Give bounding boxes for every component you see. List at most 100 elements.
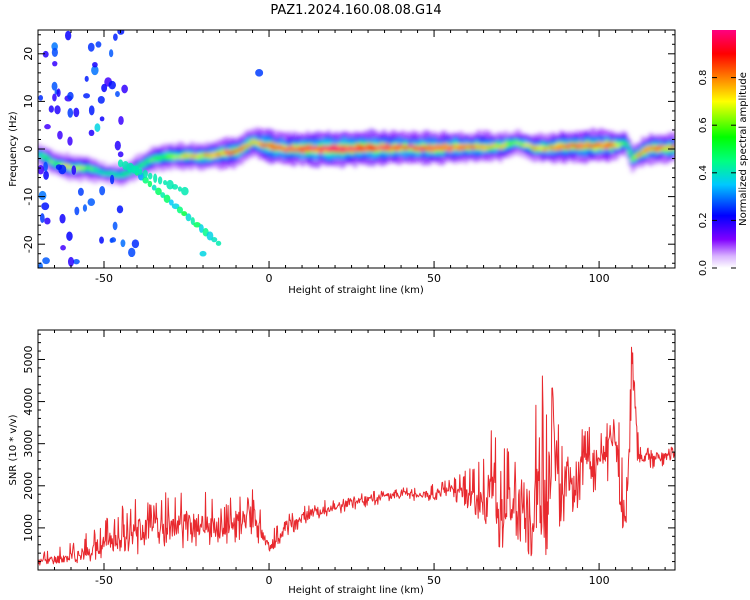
heatmap-cell	[194, 155, 200, 159]
heatmap-noise-blob	[41, 202, 50, 211]
heatmap-cell	[453, 144, 458, 149]
heatmap-noise-blob	[56, 88, 61, 97]
heatmap-cell	[239, 146, 244, 151]
heatmap-noise-blob	[163, 179, 168, 186]
heatmap-noise-blob	[38, 190, 47, 201]
x-tick-label: -50	[95, 574, 113, 587]
heatmap-noise-blob	[116, 205, 124, 214]
heatmap-noise-blob	[160, 192, 166, 198]
heatmap-noise-blob	[88, 105, 95, 116]
heatmap-cell	[38, 153, 44, 156]
colorbar-tick-label: 0.2	[698, 212, 709, 228]
heatmap-noise-blob	[82, 204, 88, 212]
bottom-x-axis-label: Height of straight line (km)	[288, 585, 424, 596]
heatmap-noise-blob	[138, 168, 143, 176]
heatmap-noise-blob	[131, 239, 140, 249]
heatmap-noise-blob	[142, 169, 148, 179]
heatmap-noise-blob	[117, 159, 124, 168]
y-tick-label: -20	[22, 235, 35, 253]
heatmap-cell	[440, 147, 445, 151]
heatmap-noise-blob	[155, 187, 162, 196]
heatmap-noise-blob	[99, 116, 105, 122]
heatmap-noise-blob	[199, 250, 207, 257]
spectrogram-heatmap	[38, 30, 675, 268]
y-tick-label: 1000	[22, 514, 35, 542]
heatmap-noise-blob	[66, 231, 73, 241]
heatmap-noise-blob	[67, 91, 74, 101]
heatmap-cell	[595, 142, 601, 147]
heatmap-noise-blob	[147, 180, 153, 188]
heatmap-cell	[141, 162, 147, 166]
colorbar	[712, 30, 736, 268]
heatmap-noise-blob	[43, 161, 48, 172]
heatmap-noise-blob	[211, 236, 218, 243]
heatmap-cell	[617, 143, 622, 147]
heatmap-noise-blob	[121, 84, 128, 94]
colorbar-label: Normalized spectral amplitude	[738, 72, 749, 226]
heatmap-noise-blob	[108, 49, 114, 58]
y-tick-label: 10	[22, 94, 35, 108]
heatmap-cell	[96, 169, 102, 172]
heatmap-noise-blob	[67, 256, 75, 267]
heatmap-noise-blob	[101, 83, 108, 93]
heatmap-noise-blob	[91, 65, 99, 76]
y-tick-label: 0	[22, 146, 35, 153]
colorbar-tick-label: 0.0	[698, 260, 709, 276]
x-tick-label: 50	[427, 272, 441, 285]
figure-title: PAZ1.2024.160.08.08.G14	[270, 3, 441, 18]
heatmap-noise-blob	[147, 172, 153, 180]
heatmap-cell	[672, 144, 675, 149]
heatmap-noise-blob	[84, 75, 89, 82]
heatmap-noise-blob	[67, 136, 73, 146]
top-x-axis-label: Height of straight line (km)	[288, 285, 424, 296]
heatmap-cell	[247, 143, 252, 147]
heatmap-noise-blob	[117, 151, 124, 158]
heatmap-noise-blob	[185, 213, 192, 222]
heatmap-noise-blob	[163, 194, 171, 203]
colorbar-ticks: 0.0 0.2 0.4 0.6 0.8	[698, 70, 736, 276]
heatmap-noise-blob	[77, 187, 84, 196]
heatmap-cell	[155, 157, 160, 161]
heatmap-noise-blob	[52, 93, 57, 102]
heatmap-noise-blob	[215, 240, 222, 246]
heatmap-noise-blob	[88, 129, 95, 137]
heatmap-noise-blob	[43, 170, 49, 180]
heatmap-cell	[120, 173, 126, 176]
heatmap-cell	[529, 144, 535, 149]
heatmap-noise-blob	[94, 123, 101, 132]
heatmap-cell	[498, 146, 503, 150]
heatmap-noise-blob	[108, 80, 116, 90]
colorbar-tick-label: 0.4	[698, 165, 709, 181]
heatmap-noise-blob	[52, 60, 58, 67]
heatmap-noise-blob	[51, 47, 58, 58]
heatmap-noise-blob	[99, 186, 106, 196]
heatmap-noise-blob	[181, 186, 189, 196]
bottom-y-axis-label: SNR (10 * v/v)	[8, 414, 19, 485]
heatmap-noise-blob	[54, 105, 61, 115]
heatmap-noise-blob	[177, 186, 182, 192]
y-tick-label: 3000	[22, 430, 35, 458]
heatmap-noise-blob	[48, 105, 54, 113]
heatmap-cell	[268, 144, 273, 148]
heatmap-cell	[638, 152, 643, 156]
heatmap-noise-blob	[83, 93, 90, 99]
heatmap-noise-blob	[55, 164, 63, 170]
bottom-axis-ticks: -50 0 50 100 1000 2000 3000 4000 5000	[22, 330, 675, 587]
heatmap-noise-blob	[118, 115, 124, 125]
heatmap-cell	[149, 159, 155, 163]
heatmap-cell	[474, 144, 479, 148]
heatmap-noise-blob	[157, 176, 163, 185]
heatmap-noise-blob	[110, 174, 115, 185]
heatmap-noise-blob	[38, 262, 43, 268]
heatmap-noise-blob	[67, 108, 74, 118]
heatmap-noise-blob	[109, 237, 114, 243]
heatmap-noise-blob	[193, 222, 201, 228]
top-y-axis-label: Frequency (Hz)	[8, 111, 19, 187]
heatmap-noise-blob	[255, 69, 264, 77]
heatmap-noise-blob	[97, 95, 105, 104]
heatmap-noise-blob	[166, 179, 174, 190]
heatmap-cell	[627, 151, 633, 155]
heatmap-noise-blob	[51, 81, 58, 91]
heatmap-cell	[532, 147, 537, 151]
